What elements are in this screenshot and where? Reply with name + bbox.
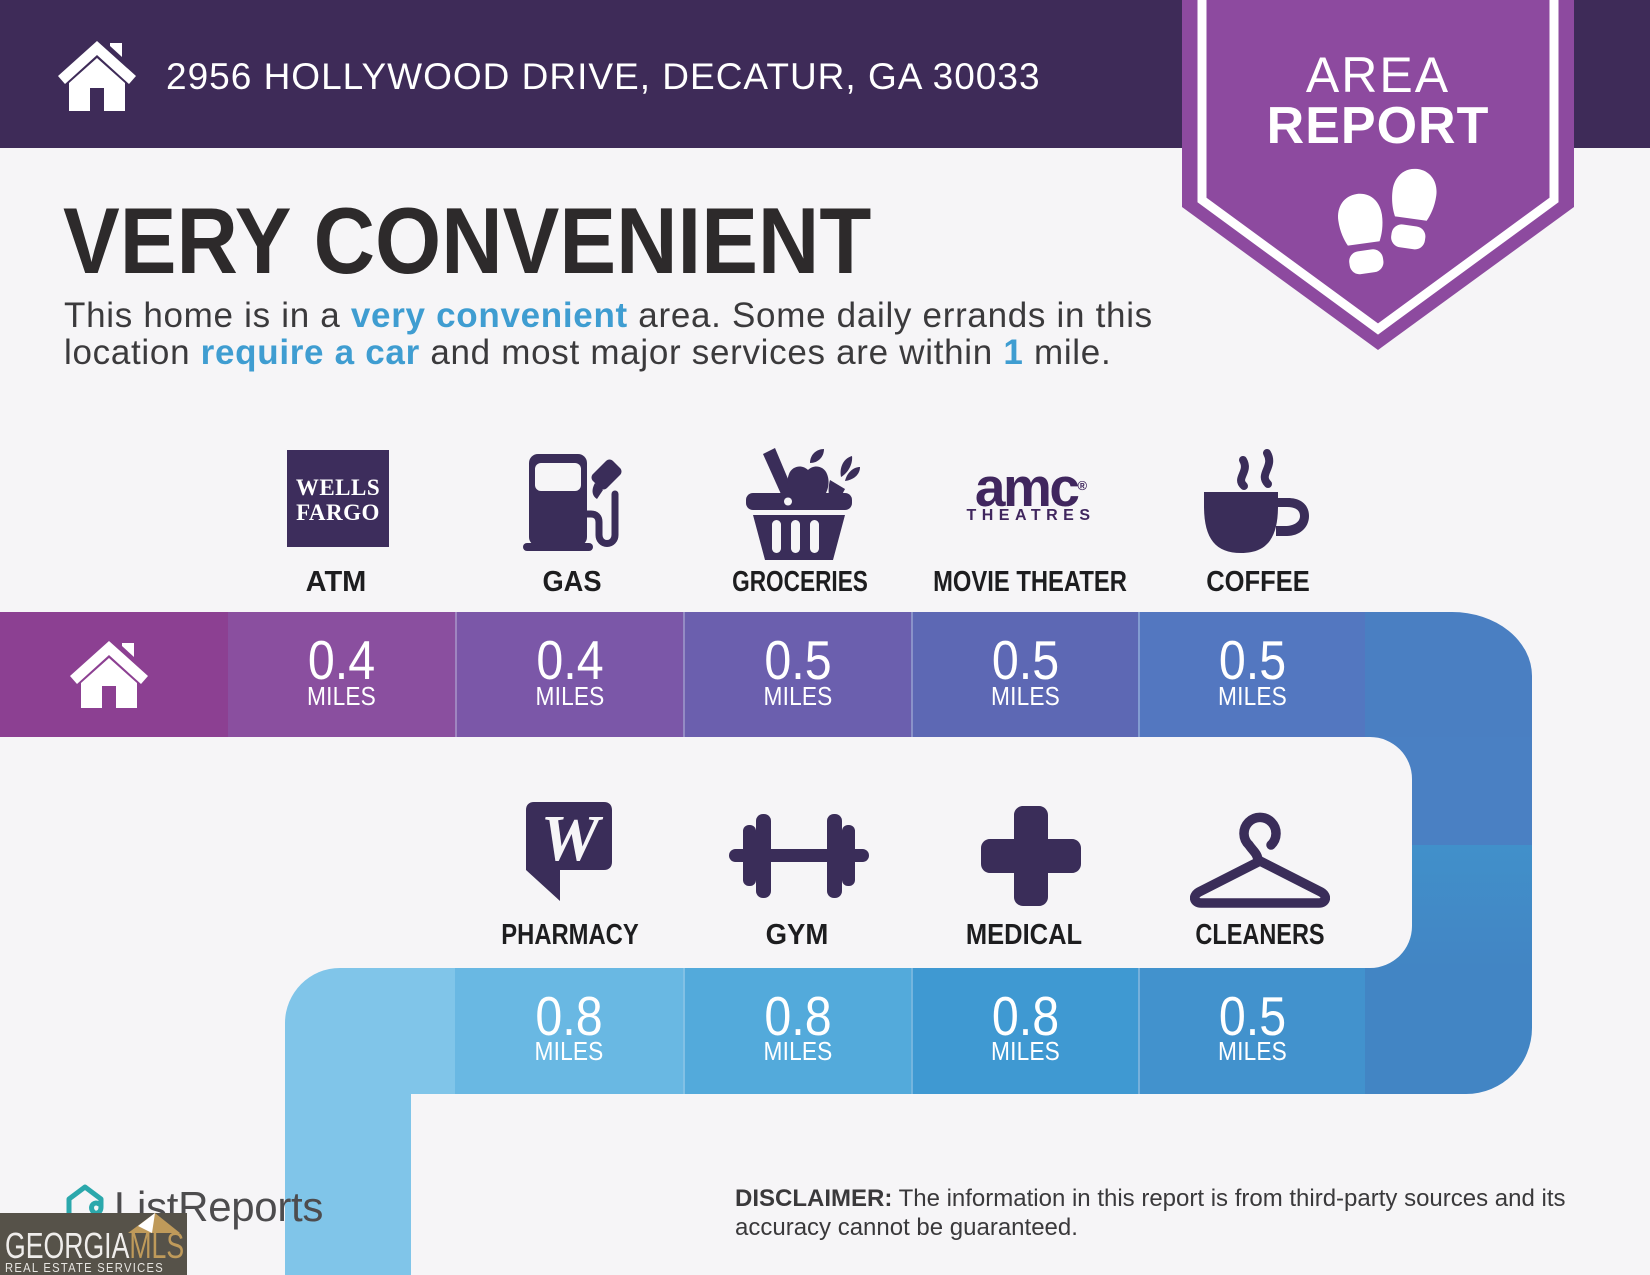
- svg-text:REPORT: REPORT: [1267, 97, 1490, 155]
- svg-text:AREA: AREA: [1306, 47, 1450, 103]
- svg-text:W: W: [541, 802, 604, 875]
